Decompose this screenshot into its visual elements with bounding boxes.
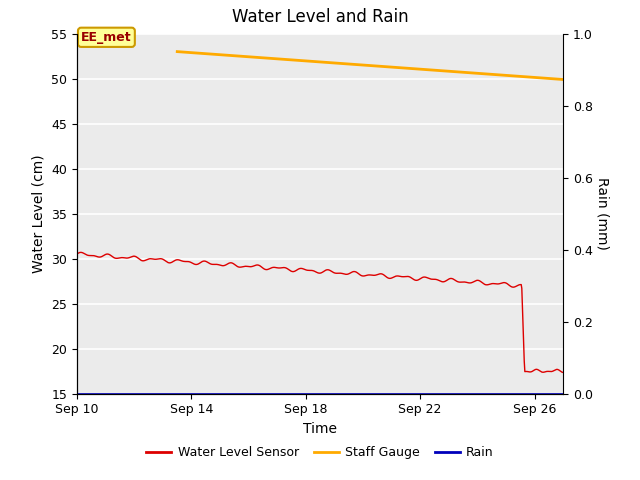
Legend: Water Level Sensor, Staff Gauge, Rain: Water Level Sensor, Staff Gauge, Rain — [141, 441, 499, 464]
Text: EE_met: EE_met — [81, 31, 132, 44]
X-axis label: Time: Time — [303, 422, 337, 436]
Y-axis label: Rain (mm): Rain (mm) — [596, 177, 609, 250]
Title: Water Level and Rain: Water Level and Rain — [232, 9, 408, 26]
Y-axis label: Water Level (cm): Water Level (cm) — [31, 154, 45, 273]
